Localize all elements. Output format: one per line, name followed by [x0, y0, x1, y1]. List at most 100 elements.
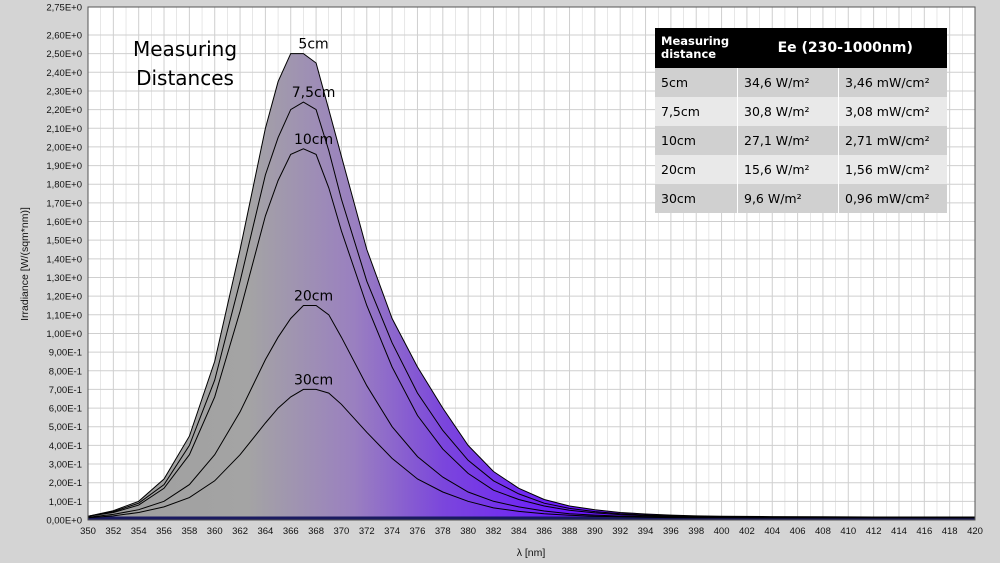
y-tick-label: 9,00E-1	[49, 348, 82, 359]
x-axis-label: λ [nm]	[517, 547, 546, 559]
y-tick-label: 1,40E+0	[46, 254, 82, 265]
curve-label: 20cm	[294, 288, 333, 304]
y-tick-label: 2,20E+0	[46, 105, 82, 116]
cell-distance: 20cm	[655, 155, 738, 184]
x-tick-label: 394	[638, 526, 654, 537]
x-tick-label: 408	[815, 526, 831, 537]
x-tick-label: 374	[384, 526, 400, 537]
curve-label: 10cm	[294, 132, 333, 148]
y-tick-label: 2,75E+0	[46, 3, 82, 14]
y-axis-ticks: 0,00E+0 1,00E-1 2,00E-1 3,00E-1 4,00E-1 5,00E…	[46, 3, 82, 527]
cell-distance: 5cm	[655, 68, 738, 97]
cell-distance: 7,5cm	[655, 97, 738, 126]
x-tick-label: 376	[410, 526, 426, 537]
y-tick-label: 7,00E-1	[49, 385, 82, 396]
table-row: 5cm 34,6 W/m² 3,46 mW/cm²	[655, 68, 947, 97]
header-measuring-distance: Measuring distance	[655, 28, 738, 68]
area-fill-5cm	[88, 53, 975, 520]
curve-label: 5cm	[298, 37, 328, 53]
x-tick-label: 386	[536, 526, 552, 537]
x-tick-label: 418	[942, 526, 958, 537]
x-tick-label: 352	[105, 526, 121, 537]
table-row: 20cm 15,6 W/m² 1,56 mW/cm²	[655, 155, 947, 184]
x-tick-label: 362	[232, 526, 248, 537]
y-tick-label: 1,80E+0	[46, 180, 82, 191]
table-row: 7,5cm 30,8 W/m² 3,08 mW/cm²	[655, 97, 947, 126]
y-tick-label: 1,60E+0	[46, 217, 82, 228]
y-tick-label: 3,00E-1	[49, 460, 82, 471]
x-tick-label: 390	[587, 526, 603, 537]
header-ee: Ee (230-1000nm)	[737, 28, 947, 68]
x-tick-label: 364	[257, 526, 273, 537]
y-tick-label: 1,00E+0	[46, 329, 82, 340]
series-line-5cm	[88, 53, 975, 518]
x-tick-label: 350	[80, 526, 96, 537]
series-lines	[88, 53, 975, 519]
y-tick-label: 1,30E+0	[46, 273, 82, 284]
x-tick-label: 370	[333, 526, 349, 537]
irradiance-table: Measuring distance Ee (230-1000nm) 5cm 3…	[655, 28, 947, 213]
y-tick-label: 1,20E+0	[46, 292, 82, 303]
cell-distance: 10cm	[655, 126, 738, 155]
chart-title-line-2: Distances	[136, 66, 234, 90]
table-row: 10cm 27,1 W/m² 2,71 mW/cm²	[655, 126, 947, 155]
x-tick-label: 404	[764, 526, 780, 537]
x-tick-label: 420	[967, 526, 983, 537]
x-tick-label: 372	[359, 526, 375, 537]
x-tick-label: 400	[714, 526, 730, 537]
cell-distance: 30cm	[655, 184, 738, 213]
y-tick-label: 2,10E+0	[46, 124, 82, 135]
x-tick-label: 360	[207, 526, 223, 537]
x-tick-label: 358	[181, 526, 197, 537]
x-tick-label: 402	[739, 526, 755, 537]
chart-title-line-1: Measuring	[133, 37, 237, 61]
curve-label: 30cm	[294, 372, 333, 388]
table-header-row: Measuring distance Ee (230-1000nm)	[655, 28, 947, 68]
cell-w-m2: 15,6 W/m²	[737, 155, 839, 184]
cell-w-m2: 34,6 W/m²	[737, 68, 839, 97]
y-tick-label: 1,90E+0	[46, 161, 82, 172]
x-tick-label: 388	[562, 526, 578, 537]
x-tick-label: 414	[891, 526, 907, 537]
cell-mw-cm2: 2,71 mW/cm²	[838, 126, 947, 155]
x-tick-label: 392	[612, 526, 628, 537]
y-tick-label: 2,00E-1	[49, 478, 82, 489]
y-tick-label: 5,00E-1	[49, 422, 82, 433]
y-tick-label: 6,00E-1	[49, 404, 82, 415]
table-row: 30cm 9,6 W/m² 0,96 mW/cm²	[655, 184, 947, 213]
y-tick-label: 2,60E+0	[46, 30, 82, 41]
y-tick-label: 4,00E-1	[49, 441, 82, 452]
x-tick-label: 396	[663, 526, 679, 537]
x-tick-label: 410	[840, 526, 856, 537]
y-tick-label: 1,70E+0	[46, 198, 82, 209]
y-tick-label: 8,00E-1	[49, 366, 82, 377]
y-tick-label: 1,50E+0	[46, 236, 82, 247]
y-tick-label: 2,30E+0	[46, 86, 82, 97]
x-tick-label: 356	[156, 526, 172, 537]
y-tick-label: 2,00E+0	[46, 142, 82, 153]
y-tick-label: 1,10E+0	[46, 310, 82, 321]
cell-mw-cm2: 1,56 mW/cm²	[838, 155, 947, 184]
x-tick-label: 416	[916, 526, 932, 537]
x-tick-label: 366	[283, 526, 299, 537]
x-tick-label: 368	[308, 526, 324, 537]
curve-label: 7,5cm	[292, 85, 336, 101]
y-tick-label: 2,50E+0	[46, 49, 82, 60]
x-tick-label: 380	[460, 526, 476, 537]
x-tick-label: 398	[688, 526, 704, 537]
x-axis-ticks: 350 352 354 356 358 360 362 364 366 368 370 372 374 3…	[80, 526, 983, 537]
x-tick-label: 412	[866, 526, 882, 537]
curve-labels: 5cm 7,5cm 10cm 20cm 30cm	[292, 37, 336, 389]
cell-mw-cm2: 0,96 mW/cm²	[838, 184, 947, 213]
cell-w-m2: 30,8 W/m²	[737, 97, 839, 126]
y-tick-label: 1,00E-1	[49, 497, 82, 508]
series-line-30cm	[88, 388, 975, 519]
cell-mw-cm2: 3,08 mW/cm²	[838, 97, 947, 126]
x-tick-label: 354	[131, 526, 147, 537]
y-tick-label: 0,00E+0	[46, 516, 82, 527]
x-tick-label: 384	[511, 526, 527, 537]
x-tick-label: 382	[486, 526, 502, 537]
y-axis-label: Irradiance [W/(sqm*nm)]	[19, 207, 31, 321]
cell-w-m2: 9,6 W/m²	[737, 184, 839, 213]
